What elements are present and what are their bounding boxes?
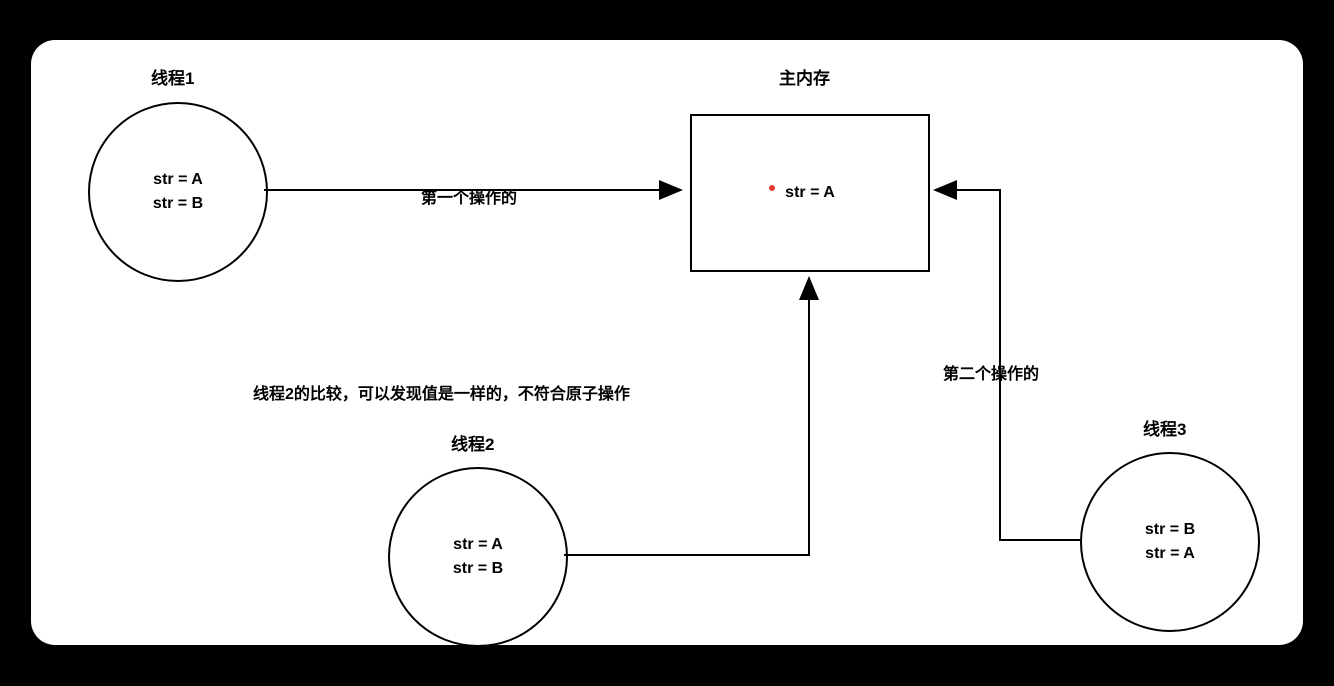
edge-label-1: 第一个操作的 <box>421 184 517 208</box>
thread1-line1: str = A <box>153 168 203 192</box>
arrow-thread2-to-memory <box>564 278 809 555</box>
thread3-label: 线程3 <box>1143 415 1186 440</box>
thread1-line2: str = B <box>153 192 203 216</box>
memory-value: str = A <box>785 184 835 202</box>
thread1-circle: str = A str = B <box>88 102 268 282</box>
thread3-circle: str = B str = A <box>1080 452 1260 632</box>
caption-text: 线程2的比较，可以发现值是一样的，不符合原子操作 <box>253 380 630 404</box>
thread2-circle: str = A str = B <box>388 467 568 647</box>
thread2-line1: str = A <box>453 533 503 557</box>
memory-box: str = A <box>690 114 930 272</box>
thread3-line1: str = B <box>1145 518 1195 542</box>
thread3-line2: str = A <box>1145 542 1195 566</box>
edge-label-2: 第二个操作的 <box>943 360 1039 384</box>
pointer-dot-icon <box>769 185 775 191</box>
diagram-panel: 主内存 str = A 线程1 str = A str = B 线程2 str … <box>31 40 1303 645</box>
thread2-label: 线程2 <box>451 430 494 455</box>
thread2-line2: str = B <box>453 557 503 581</box>
memory-label: 主内存 <box>779 64 830 89</box>
thread1-label: 线程1 <box>151 64 194 89</box>
